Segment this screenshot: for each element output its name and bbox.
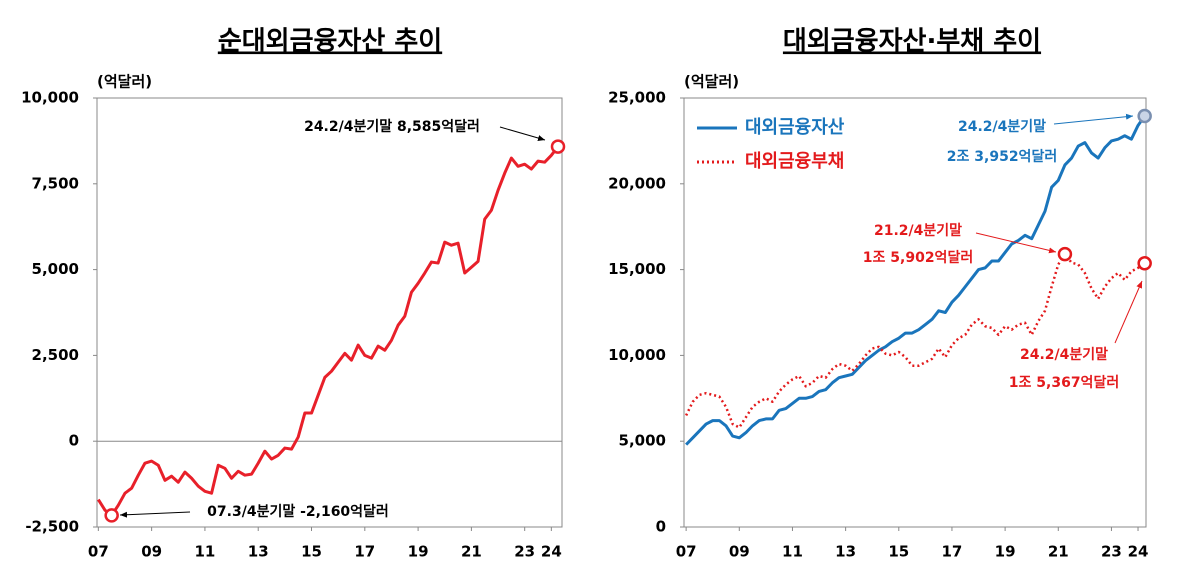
annotation: 24.2/4분기말 bbox=[1020, 347, 1108, 363]
annotation: 21.2/4분기말 bbox=[874, 223, 962, 239]
highlight-marker bbox=[1137, 108, 1152, 124]
y-tick-label: 0 bbox=[656, 518, 666, 536]
x-tick-label: 17 bbox=[354, 543, 375, 561]
x-tick-label: 15 bbox=[888, 543, 909, 561]
x-tick-label: 24 bbox=[1128, 543, 1149, 561]
x-tick-label: 11 bbox=[194, 543, 215, 561]
y-axis-label: (억달러) bbox=[684, 73, 739, 91]
plot-frame bbox=[96, 97, 563, 528]
annotation: 2조 3,952억달러 bbox=[947, 149, 1057, 165]
legend-label: 대외금융부채 bbox=[745, 151, 844, 172]
chart-title: 대외금융자산·부채 추이 bbox=[783, 27, 1041, 57]
x-tick-label: 15 bbox=[301, 543, 322, 561]
annotation-arrow bbox=[1114, 280, 1143, 344]
x-tick-label: 19 bbox=[995, 543, 1016, 561]
x-tick-label: 23 bbox=[514, 543, 535, 561]
x-tick-label: 21 bbox=[1048, 543, 1069, 561]
y-tick-label: 25,000 bbox=[608, 89, 666, 107]
x-tick-label: 11 bbox=[782, 543, 803, 561]
plot-frame bbox=[683, 97, 1147, 528]
annotation: 1조 5,367억달러 bbox=[1009, 375, 1119, 391]
x-tick-label: 13 bbox=[835, 543, 856, 561]
highlight-marker bbox=[1137, 256, 1152, 271]
annotation-arrow bbox=[975, 232, 1057, 254]
x-tick-label: 19 bbox=[408, 543, 429, 561]
x-tick-label: 24 bbox=[541, 543, 562, 561]
x-tick-label: 07 bbox=[676, 543, 697, 561]
y-tick-label: 7,500 bbox=[32, 174, 79, 192]
y-tick-label: 10,000 bbox=[608, 346, 666, 364]
annotation: 07.3/4분기말 -2,160억달러 bbox=[207, 504, 389, 520]
data-line bbox=[685, 252, 1146, 429]
highlight-marker bbox=[1057, 246, 1073, 262]
x-tick-label: 09 bbox=[141, 543, 162, 561]
y-tick-label: -2,500 bbox=[25, 518, 79, 536]
highlight-marker bbox=[104, 508, 119, 523]
x-tick-label: 07 bbox=[88, 543, 109, 561]
annotation-arrow bbox=[1053, 113, 1134, 125]
highlight-marker bbox=[550, 139, 566, 154]
x-tick-label: 23 bbox=[1101, 543, 1122, 561]
data-line bbox=[685, 115, 1146, 446]
x-tick-label: 09 bbox=[729, 543, 750, 561]
annotation: 24.2/4분기말 bbox=[958, 119, 1046, 135]
y-tick-label: 0 bbox=[69, 432, 79, 450]
annotation-arrow bbox=[499, 126, 546, 141]
annotation-arrow bbox=[119, 511, 191, 518]
y-tick-label: 2,500 bbox=[32, 346, 79, 364]
x-tick-label: 17 bbox=[942, 543, 963, 561]
annotation: 24.2/4분기말 8,585억달러 bbox=[304, 119, 480, 135]
annotation: 1조 5,902억달러 bbox=[863, 250, 973, 266]
chart-title: 순대외금융자산 추이 bbox=[218, 27, 442, 57]
data-line bbox=[97, 145, 560, 517]
y-tick-label: 15,000 bbox=[608, 260, 666, 278]
x-tick-label: 13 bbox=[248, 543, 269, 561]
y-tick-label: 5,000 bbox=[32, 260, 79, 278]
y-tick-label: 10,000 bbox=[21, 89, 79, 107]
x-tick-label: 21 bbox=[461, 543, 482, 561]
y-tick-label: 5,000 bbox=[619, 432, 666, 450]
legend-label: 대외금융자산 bbox=[745, 117, 845, 138]
y-tick-label: 20,000 bbox=[608, 174, 666, 192]
y-axis-label: (억달러) bbox=[97, 73, 152, 91]
